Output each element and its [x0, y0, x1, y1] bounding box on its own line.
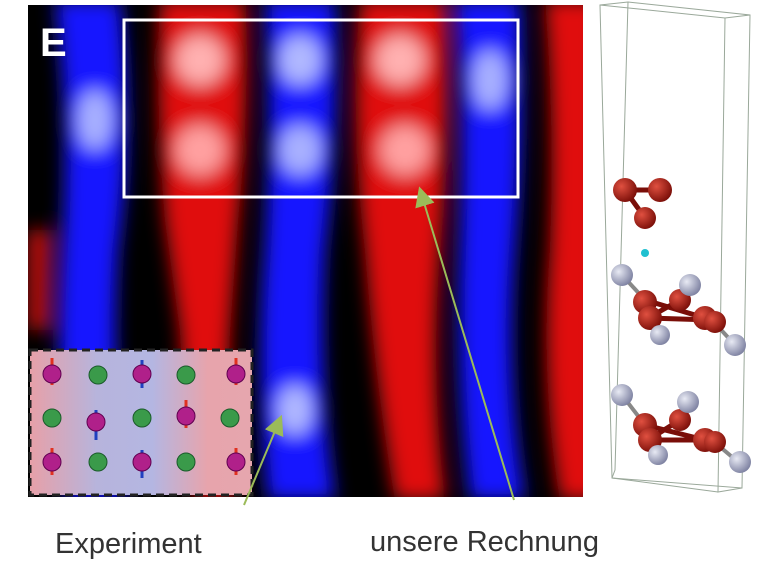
atoms: [611, 178, 751, 473]
calculation-label: unsere Rechnung: [370, 526, 599, 558]
panel-label: E: [40, 21, 67, 65]
experiment-label: Experiment: [55, 528, 202, 560]
figure: E: [0, 0, 757, 561]
stm-image: E: [28, 0, 600, 500]
inset: [30, 350, 252, 495]
